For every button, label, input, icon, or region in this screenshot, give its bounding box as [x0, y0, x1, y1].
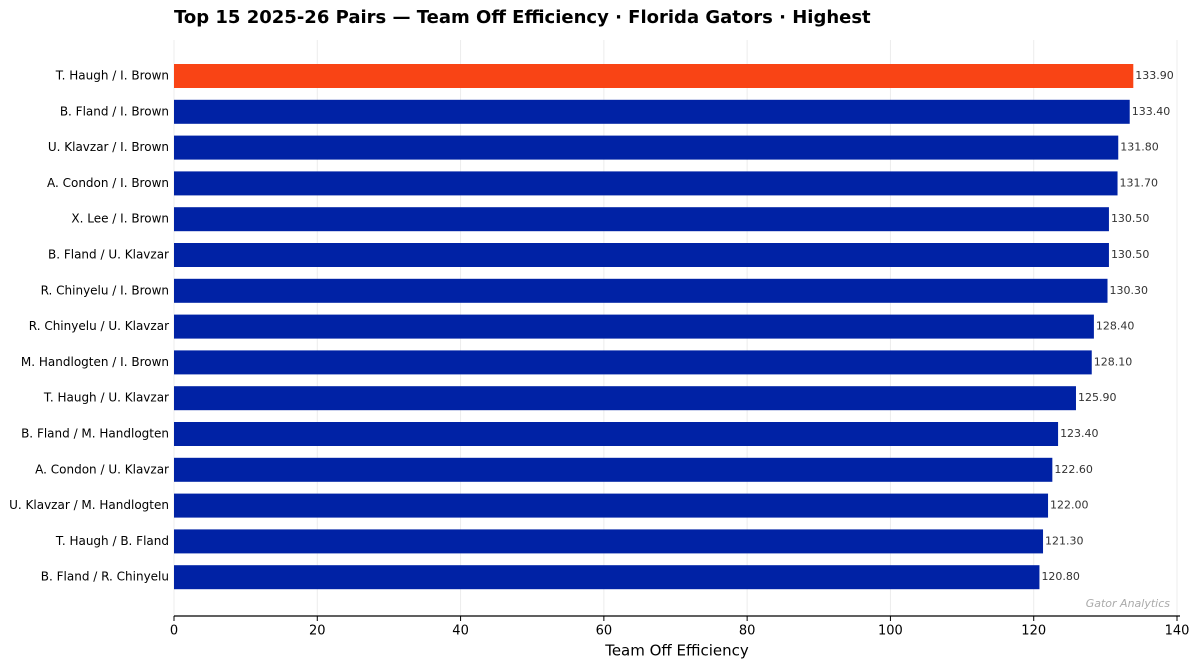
bar — [174, 207, 1109, 232]
y-tick-label: T. Haugh / I. Brown — [55, 69, 169, 83]
y-tick-label: A. Condon / U. Klavzar — [35, 462, 169, 476]
x-tick-label: 0 — [170, 624, 178, 639]
bar — [174, 171, 1118, 196]
bar — [174, 422, 1059, 446]
x-tick-label: 40 — [452, 624, 469, 639]
bar — [174, 565, 1040, 590]
value-label: 130.50 — [1111, 212, 1150, 225]
y-tick-label: B. Fland / R. Chinyelu — [41, 570, 169, 584]
y-tick-label: B. Fland / I. Brown — [60, 104, 169, 118]
y-tick-label: T. Haugh / B. Fland — [55, 534, 169, 548]
bar — [174, 529, 1044, 554]
value-label: 120.80 — [1041, 570, 1080, 583]
y-tick-label: T. Haugh / U. Klavzar — [43, 391, 169, 405]
bar — [174, 314, 1094, 339]
value-label: 122.60 — [1054, 463, 1093, 476]
value-label: 131.80 — [1120, 141, 1159, 154]
value-label: 128.40 — [1096, 320, 1135, 333]
bar — [174, 278, 1108, 303]
x-tick-label: 20 — [309, 624, 326, 639]
value-label: 121.30 — [1045, 534, 1084, 547]
x-tick-label: 120 — [1021, 624, 1046, 639]
value-label: 133.40 — [1132, 105, 1171, 118]
x-axis-label: Team Off Efficiency — [604, 642, 749, 660]
y-tick-label: R. Chinyelu / U. Klavzar — [29, 319, 169, 333]
value-label: 122.00 — [1050, 499, 1089, 512]
y-tick-label: U. Klavzar / M. Handlogten — [9, 498, 169, 512]
y-tick-label: X. Lee / I. Brown — [71, 212, 169, 226]
y-tick-label: M. Handlogten / I. Brown — [21, 355, 169, 369]
y-tick-label: B. Fland / M. Handlogten — [21, 427, 169, 441]
bar — [174, 135, 1119, 160]
bar — [174, 386, 1076, 411]
x-tick-label: 60 — [596, 624, 613, 639]
bar — [174, 350, 1092, 375]
chart-title: Top 15 2025-26 Pairs — Team Off Efficien… — [174, 7, 871, 28]
value-label: 128.10 — [1094, 355, 1133, 368]
bar — [174, 99, 1130, 124]
y-tick-label: B. Fland / U. Klavzar — [48, 248, 169, 262]
bar — [174, 64, 1134, 88]
bar — [174, 493, 1049, 518]
x-tick-label: 100 — [878, 624, 903, 639]
x-tick-label: 140 — [1165, 624, 1190, 639]
bar — [174, 457, 1053, 482]
value-label: 133.90 — [1135, 69, 1174, 82]
y-tick-label: R. Chinyelu / I. Brown — [41, 283, 169, 297]
value-label: 130.30 — [1110, 284, 1149, 297]
y-tick-label: A. Condon / I. Brown — [47, 176, 169, 190]
y-tick-label: U. Klavzar / I. Brown — [48, 140, 169, 154]
value-label: 130.50 — [1111, 248, 1150, 261]
bar — [174, 243, 1109, 267]
x-tick-label: 80 — [739, 624, 756, 639]
value-label: 131.70 — [1120, 176, 1159, 189]
value-label: 123.40 — [1060, 427, 1099, 440]
value-label: 125.90 — [1078, 391, 1117, 404]
watermark: Gator Analytics — [1086, 597, 1171, 610]
